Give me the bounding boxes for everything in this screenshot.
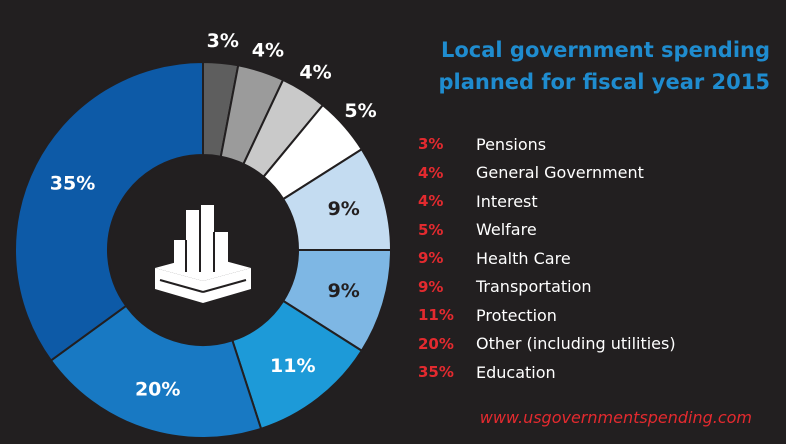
chart-title: Local government spending planned for fi… [390,34,770,98]
legend-label: Welfare [476,220,537,240]
legend-percent: 3% [418,135,444,154]
legend-label: General Government [476,163,644,183]
chart-title-line-2: planned for fiscal year 2015 [438,70,770,94]
chart-legend: 3% Pensions 4% General Government 4% Interest… [418,130,676,387]
slice-label: 35% [50,173,95,195]
legend-percent: 20% [418,334,454,353]
slice-label: 9% [328,280,360,302]
legend-label: Education [476,362,556,382]
legend-item: 4% General Government [418,159,676,188]
legend-percent: 9% [418,249,444,268]
legend-percent: 11% [418,306,454,325]
slice-label: 4% [252,39,284,61]
legend-item: 11% Protection [418,301,676,330]
slice-label: 11% [270,355,315,377]
legend-label: Transportation [476,277,592,297]
slice-label: 9% [328,198,360,220]
legend-label: Protection [476,305,557,325]
slice-other-including-utilities [49,304,263,439]
source-url: www.usgovernmentspending.com [479,408,752,427]
legend-item: 20% Other (including utilities) [418,330,676,359]
slice-label: 5% [344,100,376,122]
legend-percent: 4% [418,163,444,182]
slice-education [14,60,204,362]
legend-item: 5% Welfare [418,216,676,245]
slice-label: 20% [135,378,180,400]
city-buildings-icon [155,205,251,303]
slice-label: 3% [207,30,239,52]
legend-label: Interest [476,191,538,211]
legend-percent: 4% [418,192,444,211]
legend-label: Other (including utilities) [476,334,676,354]
chart-title-line-1: Local government spending [441,38,770,62]
legend-percent: 9% [418,277,444,296]
legend-item: 3% Pensions [418,130,676,159]
legend-percent: 5% [418,220,444,239]
legend-item: 9% Health Care [418,244,676,273]
legend-item: 9% Transportation [418,273,676,302]
legend-percent: 35% [418,363,454,382]
legend-label: Pensions [476,134,547,154]
legend-item: 4% Interest [418,187,676,216]
legend-item: 35% Education [418,358,676,387]
legend-label: Health Care [476,248,571,268]
slice-label: 4% [299,62,331,84]
